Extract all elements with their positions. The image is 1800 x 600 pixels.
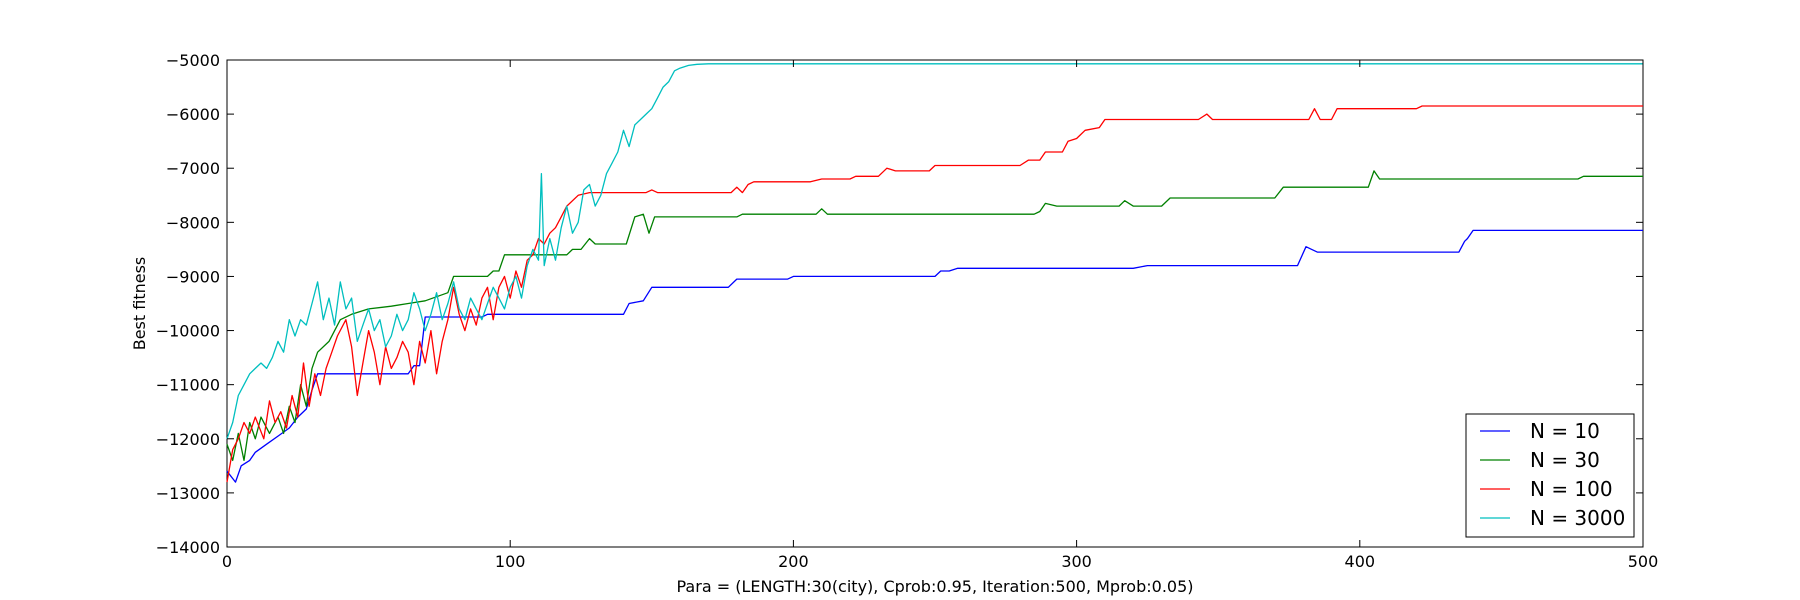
x-axis-label: Para = (LENGTH:30(city), Cprob:0.95, Ite…	[677, 577, 1194, 596]
x-tick-label: 200	[778, 552, 809, 571]
x-tick-label: 100	[495, 552, 526, 571]
legend-box	[1465, 413, 1635, 538]
x-tick-label: 500	[1628, 552, 1659, 571]
series-line-1	[226, 229, 1643, 483]
legend: N = 10 N = 30 N = 100 N = 3000	[1465, 413, 1635, 538]
series-line-4	[226, 63, 1643, 440]
y-axis-label: Best fitness	[130, 257, 149, 351]
y-tick-label: −5000	[166, 51, 220, 70]
y-tick-label: −12000	[156, 430, 220, 449]
plot-area: 0 100 200 300 400 500 −14000 −13000 −12000 −1100…	[156, 51, 1659, 571]
legend-label-4: N = 3000	[1530, 506, 1625, 530]
x-tick-label: 0	[222, 552, 232, 571]
y-tick-label: −13000	[156, 484, 220, 503]
plot-frame	[226, 59, 1644, 548]
y-tick-label: −14000	[156, 538, 220, 557]
y-tick-label: −11000	[156, 376, 220, 395]
series-line-3	[226, 105, 1643, 483]
y-tick-label: −9000	[166, 267, 220, 286]
legend-label-2: N = 30	[1530, 448, 1600, 472]
x-tick-label: 400	[1345, 552, 1376, 571]
legend-label-1: N = 10	[1530, 419, 1600, 443]
y-tick-label: −10000	[156, 322, 220, 341]
x-axis-ticks: 0 100 200 300 400 500	[222, 60, 1658, 571]
legend-label-3: N = 100	[1530, 477, 1613, 501]
series-line-2	[226, 170, 1643, 462]
y-tick-label: −8000	[166, 213, 220, 232]
y-tick-label: −6000	[166, 105, 220, 124]
series-layer	[226, 63, 1643, 483]
y-axis-ticks: −14000 −13000 −12000 −11000 −10000 −9000 −8000…	[156, 51, 1643, 557]
x-tick-label: 300	[1061, 552, 1092, 571]
y-tick-label: −7000	[166, 159, 220, 178]
